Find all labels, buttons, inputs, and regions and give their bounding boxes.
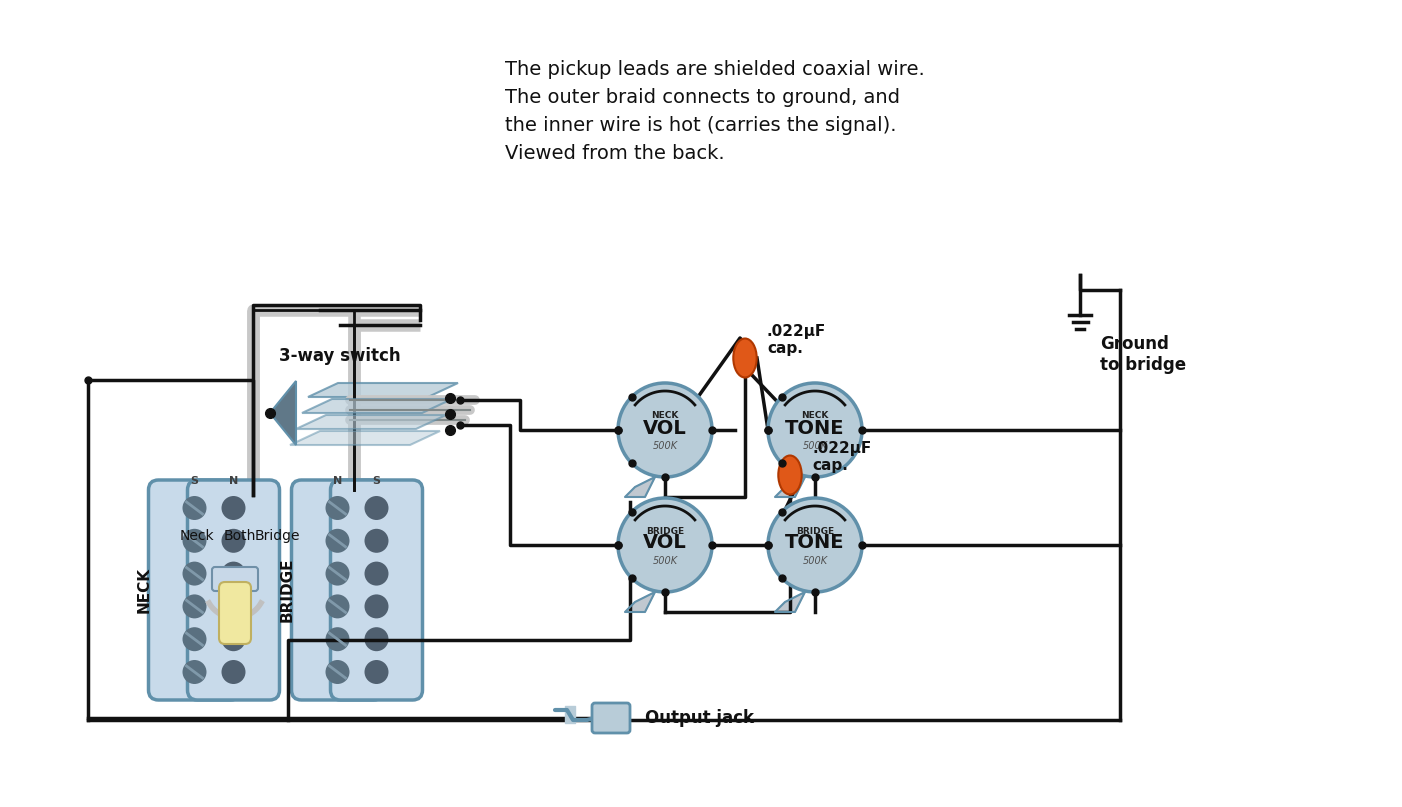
Circle shape: [618, 498, 712, 592]
Ellipse shape: [182, 496, 206, 520]
Ellipse shape: [182, 529, 206, 553]
Ellipse shape: [365, 660, 388, 684]
Ellipse shape: [222, 496, 245, 520]
Text: Neck: Neck: [179, 529, 215, 543]
Circle shape: [618, 383, 712, 477]
Polygon shape: [775, 477, 805, 497]
Text: TONE: TONE: [785, 419, 845, 437]
Ellipse shape: [778, 455, 802, 495]
Polygon shape: [290, 431, 440, 445]
Text: N: N: [229, 476, 238, 486]
Text: 500K: 500K: [652, 556, 677, 566]
Text: 500K: 500K: [652, 441, 677, 451]
FancyBboxPatch shape: [212, 567, 258, 591]
Ellipse shape: [365, 562, 388, 586]
Text: BRIDGE: BRIDGE: [796, 526, 834, 536]
Text: VOL: VOL: [644, 533, 687, 553]
Polygon shape: [301, 399, 451, 413]
Polygon shape: [271, 381, 296, 445]
Ellipse shape: [182, 562, 206, 586]
Ellipse shape: [325, 529, 349, 553]
Text: The pickup leads are shielded coaxial wire.
The outer braid connects to ground, : The pickup leads are shielded coaxial wi…: [505, 60, 925, 163]
Text: .022μF
cap.: .022μF cap.: [767, 324, 826, 356]
Text: .022μF
cap.: .022μF cap.: [812, 441, 871, 473]
Ellipse shape: [325, 562, 349, 586]
Text: NECK: NECK: [652, 412, 679, 420]
Ellipse shape: [182, 627, 206, 651]
Text: NECK: NECK: [137, 567, 151, 613]
FancyBboxPatch shape: [188, 480, 279, 700]
Ellipse shape: [365, 595, 388, 618]
Ellipse shape: [222, 627, 245, 651]
Ellipse shape: [365, 529, 388, 553]
FancyBboxPatch shape: [219, 582, 251, 644]
Ellipse shape: [325, 627, 349, 651]
Polygon shape: [308, 383, 458, 397]
Ellipse shape: [222, 595, 245, 618]
Polygon shape: [775, 592, 805, 612]
Ellipse shape: [325, 496, 349, 520]
Text: Ground
to bridge: Ground to bridge: [1101, 335, 1186, 374]
Ellipse shape: [365, 627, 388, 651]
Ellipse shape: [222, 562, 245, 586]
Ellipse shape: [182, 660, 206, 684]
Circle shape: [768, 383, 862, 477]
Text: NECK: NECK: [802, 412, 829, 420]
Text: BRIDGE: BRIDGE: [280, 558, 294, 622]
Text: N: N: [332, 476, 342, 486]
FancyBboxPatch shape: [592, 703, 629, 733]
Ellipse shape: [325, 660, 349, 684]
Text: Output jack: Output jack: [645, 709, 754, 727]
Ellipse shape: [325, 595, 349, 618]
Circle shape: [768, 498, 862, 592]
Ellipse shape: [733, 338, 757, 378]
Polygon shape: [625, 477, 655, 497]
Text: Both: Both: [224, 529, 257, 543]
Text: S: S: [191, 476, 199, 486]
FancyBboxPatch shape: [149, 480, 241, 700]
Text: Bridge: Bridge: [254, 529, 300, 543]
Ellipse shape: [182, 595, 206, 618]
Text: S: S: [373, 476, 380, 486]
Ellipse shape: [222, 660, 245, 684]
Text: 500K: 500K: [802, 441, 827, 451]
Text: 3-way switch: 3-way switch: [279, 347, 401, 365]
Text: TONE: TONE: [785, 533, 845, 553]
Ellipse shape: [365, 496, 388, 520]
FancyBboxPatch shape: [331, 480, 422, 700]
Text: VOL: VOL: [644, 419, 687, 437]
Text: BRIDGE: BRIDGE: [646, 526, 684, 536]
Polygon shape: [296, 415, 446, 429]
Polygon shape: [625, 592, 655, 612]
Text: 500K: 500K: [802, 556, 827, 566]
FancyBboxPatch shape: [292, 480, 384, 700]
Ellipse shape: [222, 529, 245, 553]
